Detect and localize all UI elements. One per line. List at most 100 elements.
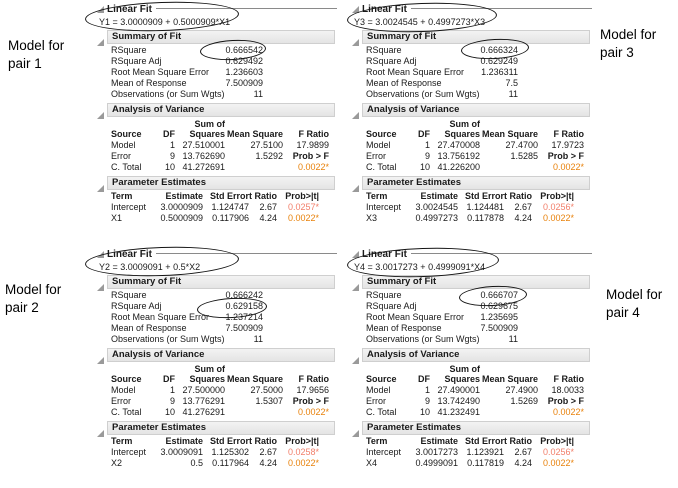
anova-sum-of-label: Sum of bbox=[449, 119, 481, 129]
param-row: Intercept 3.0000909 1.124747 2.67 0.0257* bbox=[111, 202, 337, 213]
param-cell: 0.117964 bbox=[212, 458, 249, 468]
param-cell: 1.123921 bbox=[466, 447, 504, 457]
summary-value: 7.500909 bbox=[225, 78, 263, 88]
summary-row: RSquare 0.666242 bbox=[111, 290, 263, 301]
section-banner-title[interactable]: Summary of Fit bbox=[362, 30, 590, 44]
anova-cell: 10 bbox=[164, 162, 175, 172]
param-cell: 0.5 bbox=[190, 458, 203, 468]
disclosure-triangle-icon[interactable] bbox=[352, 39, 359, 46]
summary-row: RSquare Adj 0.629492 bbox=[111, 56, 263, 67]
anova-header-cell: Source bbox=[366, 129, 397, 139]
disclosure-triangle-icon[interactable] bbox=[352, 5, 359, 13]
param-cell: X4 bbox=[366, 458, 378, 468]
disclosure-triangle[interactable] bbox=[352, 5, 359, 13]
disclosure-triangle-icon[interactable] bbox=[97, 250, 104, 258]
disclosure-triangle-icon[interactable] bbox=[97, 185, 104, 192]
disclosure-triangle[interactable] bbox=[97, 179, 104, 197]
disclosure-triangle[interactable] bbox=[352, 33, 359, 51]
anova-cell: Error bbox=[366, 151, 386, 161]
param-cell: X1 bbox=[111, 213, 123, 223]
disclosure-triangle-icon[interactable] bbox=[352, 112, 359, 119]
anova-cell: Prob > F bbox=[292, 151, 329, 161]
summary-label: RSquare bbox=[111, 290, 147, 300]
section-banner-title[interactable]: Parameter Estimates bbox=[107, 421, 335, 435]
disclosure-triangle[interactable] bbox=[97, 351, 104, 369]
summary-row: Root Mean Square Error 1.236603 bbox=[111, 67, 263, 78]
section-banner-title[interactable]: Parameter Estimates bbox=[107, 176, 335, 190]
disclosure-triangle[interactable] bbox=[352, 179, 359, 197]
param-row: X1 0.5000909 0.117906 4.24 0.0022* bbox=[111, 213, 337, 224]
anova-header-cell: Squares bbox=[189, 374, 225, 384]
anova-cell: 17.9723 bbox=[551, 140, 584, 150]
disclosure-triangle[interactable] bbox=[97, 250, 104, 258]
section-banner-title[interactable]: Summary of Fit bbox=[107, 275, 335, 289]
disclosure-triangle[interactable] bbox=[352, 424, 359, 442]
summary-label: RSquare Adj bbox=[366, 56, 417, 66]
summary-label: Observations (or Sum Wgts) bbox=[111, 89, 225, 99]
disclosure-triangle-icon[interactable] bbox=[352, 185, 359, 192]
disclosure-triangle[interactable] bbox=[352, 106, 359, 124]
disclosure-triangle-icon[interactable] bbox=[97, 112, 104, 119]
disclosure-triangle-icon[interactable] bbox=[352, 250, 359, 258]
section-banner-title[interactable]: Summary of Fit bbox=[362, 275, 590, 289]
anova-cell: 13.742490 bbox=[437, 396, 480, 406]
param-header-cell: Estimate bbox=[165, 436, 203, 446]
param-cell: 0.0022* bbox=[542, 213, 574, 223]
disclosure-triangle[interactable] bbox=[97, 33, 104, 51]
anova-header-cell: Source bbox=[111, 374, 142, 384]
disclosure-triangle-icon[interactable] bbox=[97, 5, 104, 13]
section-banner-row: Analysis of Variance bbox=[97, 348, 337, 364]
param-cell: 4.24 bbox=[514, 213, 532, 223]
section-banner-title[interactable]: Parameter Estimates bbox=[362, 176, 590, 190]
section-banner-title[interactable]: Analysis of Variance bbox=[107, 348, 335, 362]
anova-cell: 10 bbox=[419, 407, 430, 417]
disclosure-triangle-icon[interactable] bbox=[97, 284, 104, 291]
anova-cell: Error bbox=[366, 396, 386, 406]
disclosure-triangle-icon[interactable] bbox=[97, 430, 104, 437]
linear-fit-title[interactable]: Linear Fit bbox=[362, 248, 408, 260]
section-banner-title[interactable]: Analysis of Variance bbox=[362, 348, 590, 362]
anova-row: C. Total 10 41.272691 0.0022* bbox=[111, 162, 337, 173]
anova-cell: 27.490001 bbox=[437, 385, 480, 395]
summary-value: 11 bbox=[253, 89, 263, 99]
title-rule-line bbox=[411, 7, 592, 9]
anova-cell: Model bbox=[366, 140, 391, 150]
param-cell: 4.24 bbox=[259, 213, 277, 223]
section-banner-row: Summary of Fit bbox=[352, 30, 592, 46]
fit-equation: Y2 = 3.0009091 + 0.5*X2 bbox=[99, 262, 201, 272]
disclosure-triangle-icon[interactable] bbox=[352, 284, 359, 291]
anova-cell: 27.4900 bbox=[505, 385, 538, 395]
param-cell: 3.0000909 bbox=[160, 202, 203, 212]
section-banner-title[interactable]: Parameter Estimates bbox=[362, 421, 590, 435]
summary-value: 7.500909 bbox=[480, 323, 518, 333]
anova-cell: C. Total bbox=[366, 162, 397, 172]
disclosure-triangle[interactable] bbox=[352, 250, 359, 258]
summary-label: Root Mean Square Error bbox=[366, 312, 465, 322]
disclosure-triangle[interactable] bbox=[97, 278, 104, 296]
disclosure-triangle-icon[interactable] bbox=[97, 39, 104, 46]
param-header-cell: Term bbox=[366, 191, 388, 201]
param-row: Intercept 3.0009091 1.125302 2.67 0.0258* bbox=[111, 447, 337, 458]
section-banner-title[interactable]: Analysis of Variance bbox=[362, 103, 590, 117]
linear-fit-title[interactable]: Linear Fit bbox=[107, 3, 153, 15]
param-cell: 3.0024545 bbox=[415, 202, 458, 212]
disclosure-triangle-icon[interactable] bbox=[97, 357, 104, 364]
disclosure-triangle[interactable] bbox=[352, 351, 359, 369]
summary-value: 0.666242 bbox=[225, 290, 263, 300]
disclosure-triangle[interactable] bbox=[97, 106, 104, 124]
disclosure-triangle[interactable] bbox=[352, 278, 359, 296]
disclosure-triangle-icon[interactable] bbox=[352, 357, 359, 364]
anova-header-cell: Mean Square bbox=[226, 374, 283, 384]
param-cell: Intercept bbox=[111, 447, 147, 457]
linear-fit-title[interactable]: Linear Fit bbox=[107, 248, 153, 260]
linear-fit-title[interactable]: Linear Fit bbox=[362, 3, 408, 15]
section-banner-title[interactable]: Summary of Fit bbox=[107, 30, 335, 44]
param-header-cell: Std Error bbox=[464, 191, 504, 201]
section-banner-title[interactable]: Analysis of Variance bbox=[107, 103, 335, 117]
disclosure-triangle-icon[interactable] bbox=[352, 430, 359, 437]
summary-row: Observations (or Sum Wgts) 11 bbox=[111, 334, 263, 345]
disclosure-triangle[interactable] bbox=[97, 424, 104, 442]
anova-cell: 27.5000 bbox=[250, 385, 283, 395]
disclosure-triangle[interactable] bbox=[97, 5, 104, 13]
